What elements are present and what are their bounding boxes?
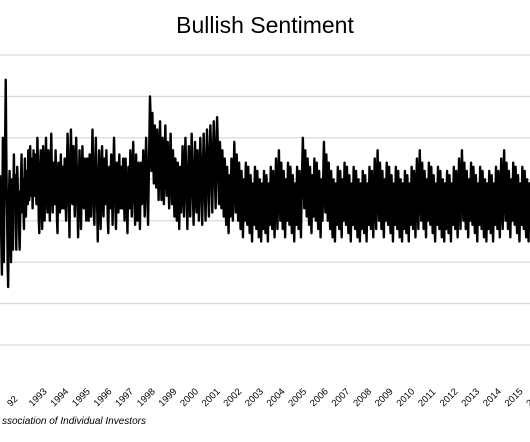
x-tick-label: 2000	[178, 386, 201, 409]
x-tick-label: 2011	[416, 387, 438, 409]
x-tick-label: 2002	[221, 386, 244, 409]
x-tick-label: 1993	[27, 386, 50, 409]
x-tick-label: 1998	[135, 386, 158, 409]
x-tick-label: 1999	[157, 386, 180, 409]
x-tick-label: 2007	[330, 386, 353, 409]
x-tick-label: 92	[5, 394, 20, 409]
x-tick-label: 2010	[395, 386, 418, 409]
x-tick-label: 2001	[200, 386, 223, 409]
x-tick-label: 2005	[286, 386, 309, 409]
x-tick-label: 2006	[308, 386, 331, 409]
x-tick-label: 1995	[70, 386, 93, 409]
series-line	[0, 78, 530, 289]
x-tick-label: 2013	[459, 386, 482, 409]
x-tick-label: 2004	[265, 386, 288, 409]
chart-title: Bullish Sentiment	[176, 12, 354, 38]
x-tick-label: 2008	[351, 386, 374, 409]
x-tick-label: 2014	[481, 386, 504, 409]
x-tick-label: 1996	[92, 386, 115, 409]
x-tick-label: 2009	[373, 386, 396, 409]
x-tick-label: 2012	[438, 386, 461, 409]
x-tick-label: 2003	[243, 386, 266, 409]
x-tick-label: 2015	[503, 386, 526, 409]
x-tick-label: 1994	[48, 386, 71, 409]
source-note: ssociation of Individual Investors	[2, 416, 146, 427]
x-tick-label: 1997	[113, 386, 136, 409]
x-tick-label: 2016	[524, 386, 530, 409]
